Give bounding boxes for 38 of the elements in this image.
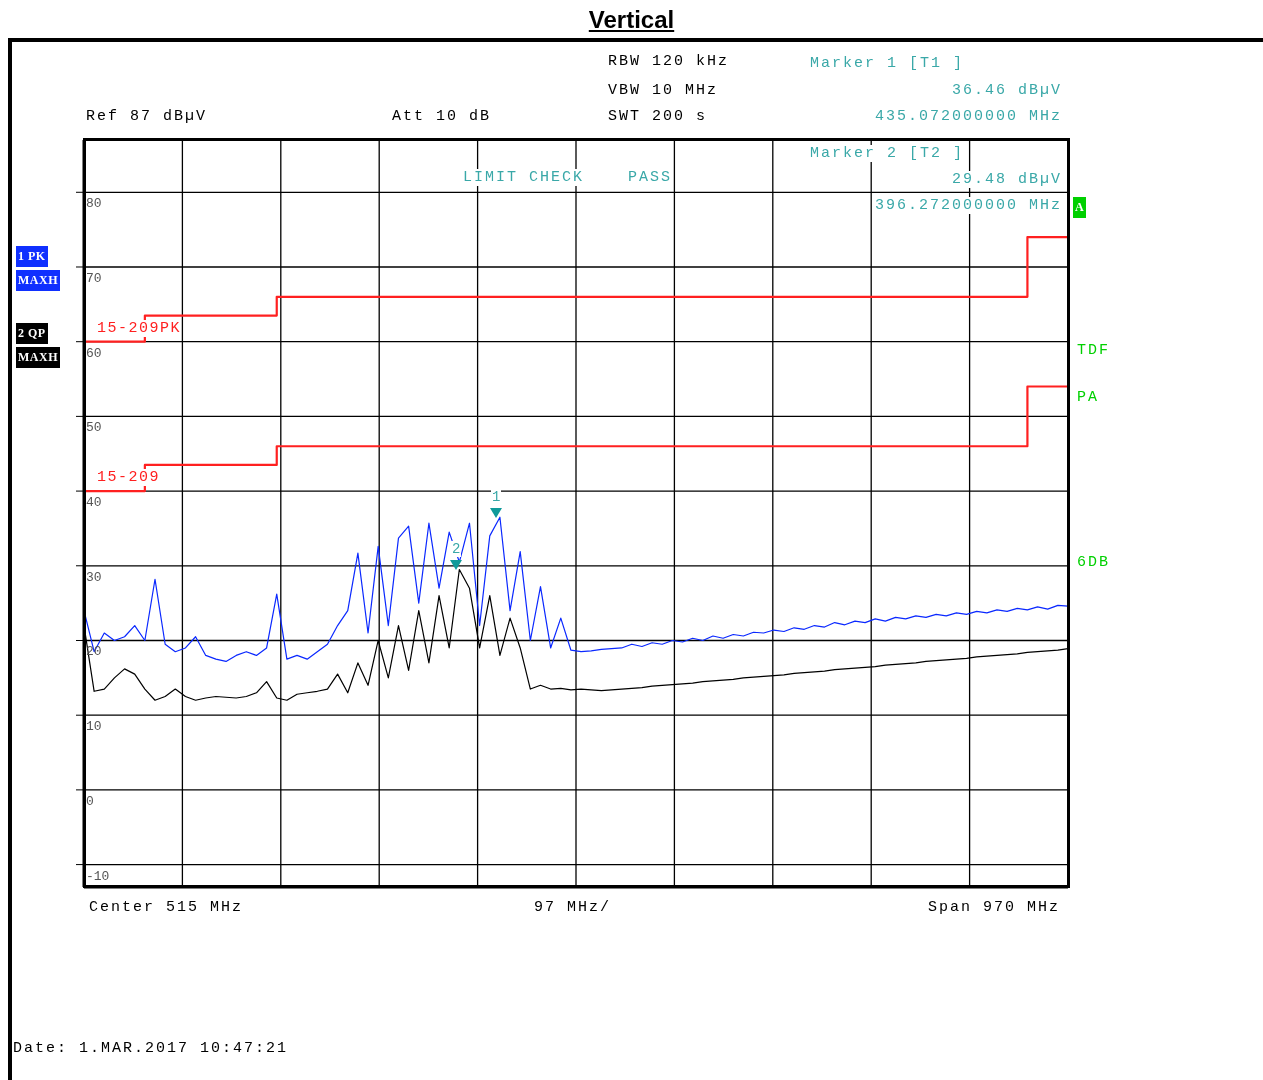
text: MAXH (16, 270, 60, 291)
y-tick-label: 40 (86, 495, 102, 511)
chart-title: Vertical (587, 6, 676, 34)
text: Date: 1.MAR.2017 10:47:21 (13, 1040, 289, 1057)
text: 36.46 dBµV (951, 82, 1062, 99)
series-label: 15-209PK (97, 319, 182, 337)
annotation: 2 (451, 541, 462, 557)
text: PA (1077, 389, 1100, 406)
text: Ref 87 dBµV (86, 108, 208, 125)
text: MAXH (16, 347, 60, 368)
y-tick-label: 60 (86, 345, 102, 361)
text: 1 PK (16, 246, 48, 267)
text: RBW 120 kHz (608, 53, 730, 70)
text: Span 970 MHz (927, 899, 1060, 916)
annotation: 1 (491, 489, 502, 505)
series-label: 15-209 (97, 469, 161, 487)
y-tick-label: -10 (86, 868, 110, 884)
y-tick-label: 10 (86, 719, 102, 735)
text: SWT 200 s (608, 108, 708, 125)
text: 435.072000000 MHz (874, 108, 1062, 125)
annotation: Marker 2 [T2 ] (810, 145, 965, 162)
y-tick-label: 70 (86, 270, 102, 286)
text: 97 MHz/ (534, 899, 612, 916)
text: VBW 10 MHz (608, 82, 719, 99)
text: 2 QP (16, 323, 48, 344)
annotation: 29.48 dBµV (951, 171, 1062, 188)
text: TDF (1077, 342, 1111, 359)
y-tick-label: 80 (86, 196, 102, 212)
text: Att 10 dB (392, 108, 492, 125)
annotation: LIMIT CHECK PASS (463, 169, 673, 186)
annotation: 396.272000000 MHz (874, 197, 1062, 214)
y-tick-label: 0 (86, 793, 94, 809)
y-tick-label: 50 (86, 420, 102, 436)
text: A (1073, 197, 1087, 218)
text: 6DB (1077, 554, 1111, 571)
y-tick-label: 30 (86, 569, 102, 585)
text: Marker 1 [T1 ] (810, 55, 965, 72)
text: Center 515 MHz (89, 899, 244, 916)
